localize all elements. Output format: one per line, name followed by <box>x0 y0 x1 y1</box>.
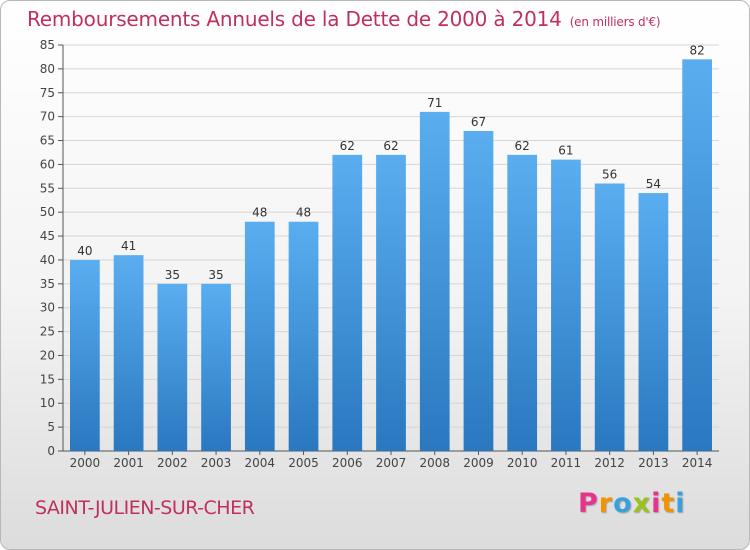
y-tick-label: 75 <box>40 86 55 100</box>
bar-value-label: 67 <box>471 115 486 129</box>
y-tick-label: 5 <box>47 420 55 434</box>
bar-value-label: 62 <box>515 139 530 153</box>
x-tick-label: 2011 <box>551 456 582 470</box>
x-tick-label: 2005 <box>288 456 319 470</box>
bar <box>332 154 363 451</box>
chart-title: Remboursements Annuels de la Dette de 20… <box>27 7 661 31</box>
bar-value-label: 54 <box>646 177 661 191</box>
bar-value-label: 35 <box>165 268 180 282</box>
x-tick-label: 2012 <box>594 456 625 470</box>
logo-letter: i <box>651 488 662 519</box>
bar <box>201 283 231 451</box>
x-tick-label: 2004 <box>245 456 276 470</box>
y-tick-label: 85 <box>40 38 55 52</box>
x-tick-label: 2014 <box>682 456 713 470</box>
bars <box>69 59 713 452</box>
logo-letter: r <box>598 488 614 519</box>
bar <box>157 283 188 451</box>
y-tick-label: 70 <box>40 110 55 124</box>
y-tick-label: 45 <box>40 229 55 243</box>
bar-value-label: 71 <box>427 96 442 110</box>
x-tick-label: 2007 <box>376 456 407 470</box>
y-tick-label: 30 <box>40 301 55 315</box>
title-text: Remboursements Annuels de la Dette de 20… <box>27 7 562 31</box>
x-tick-label: 2001 <box>113 456 144 470</box>
bar-value-label: 62 <box>383 139 398 153</box>
logo-letter: x <box>632 488 652 519</box>
y-tick-label: 50 <box>40 205 55 219</box>
x-tick-label: 2000 <box>70 456 101 470</box>
bar <box>682 59 713 452</box>
bar <box>507 154 538 451</box>
bar-value-label: 41 <box>121 239 136 253</box>
y-tick-label: 80 <box>40 62 55 76</box>
bar <box>376 154 406 451</box>
bar <box>594 183 625 452</box>
y-tick-label: 40 <box>40 253 55 267</box>
bar <box>69 259 100 451</box>
bar-value-label: 62 <box>340 139 355 153</box>
bar-value-label: 82 <box>689 43 704 57</box>
logo-letter: o <box>613 488 633 519</box>
y-tick-label: 55 <box>40 181 55 195</box>
labels: 0 5 10 15 20 25 30 35 40 45 50 55 60 65 70 75 80 85 40 2000… <box>40 38 713 470</box>
logo-letter: i <box>675 488 686 519</box>
commune-name: SAINT-JULIEN-SUR-CHER <box>35 497 255 519</box>
bar <box>463 130 494 451</box>
bar <box>551 159 581 451</box>
x-tick-label: 2010 <box>507 456 538 470</box>
bar-value-label: 56 <box>602 168 617 182</box>
y-tick-label: 20 <box>40 348 55 362</box>
bar <box>244 221 275 451</box>
y-tick-label: 15 <box>40 372 55 386</box>
proxiti-logo: Proxiti <box>578 488 686 519</box>
x-tick-label: 2003 <box>201 456 232 470</box>
y-tick-label: 0 <box>47 444 55 458</box>
x-tick-label: 2006 <box>332 456 363 470</box>
x-tick-label: 2008 <box>419 456 450 470</box>
bar-value-label: 48 <box>252 206 267 220</box>
y-tick-label: 25 <box>40 325 55 339</box>
y-tick-label: 35 <box>40 277 55 291</box>
logo-letter: P <box>578 488 599 519</box>
bar <box>638 193 669 451</box>
y-tick-label: 10 <box>40 396 55 410</box>
y-tick-label: 60 <box>40 157 55 171</box>
bar <box>113 255 144 451</box>
x-tick-label: 2013 <box>638 456 669 470</box>
bar-value-label: 35 <box>208 268 223 282</box>
bar-value-label: 40 <box>77 244 92 258</box>
unit-label: (en milliers d'€) <box>569 15 661 29</box>
bar <box>288 221 319 451</box>
bar-value-label: 48 <box>296 206 311 220</box>
y-tick-label: 65 <box>40 134 55 148</box>
bar <box>419 111 450 451</box>
bar-value-label: 61 <box>558 144 573 158</box>
x-tick-label: 2002 <box>157 456 188 470</box>
x-tick-label: 2009 <box>463 456 494 470</box>
logo-letter: t <box>661 488 676 519</box>
